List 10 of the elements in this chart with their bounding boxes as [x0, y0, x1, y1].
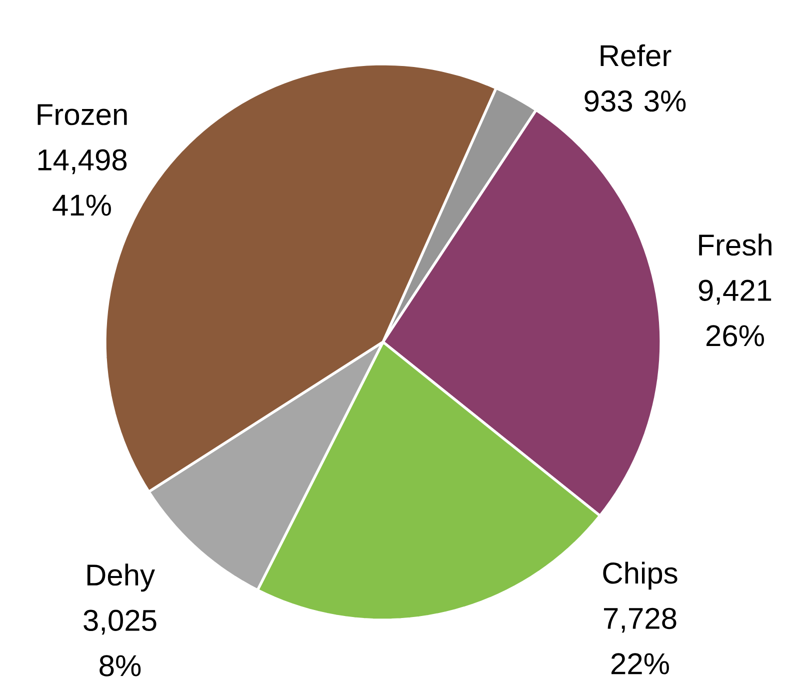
slice-label: Chips — [603, 562, 678, 590]
data-label: 9,421 26% — [698, 280, 772, 346]
data-label: 14,498 41% — [38, 149, 127, 216]
slice-label: Refer — [600, 44, 672, 66]
data-label: 933 3% — [584, 90, 686, 112]
slice-label: Fresh — [699, 234, 772, 256]
data-label: 3,025 8% — [84, 610, 156, 676]
slice-label: Frozen — [38, 104, 127, 126]
slice-label: Dehy — [87, 564, 155, 592]
data-label: 7,728 22% — [604, 608, 676, 674]
